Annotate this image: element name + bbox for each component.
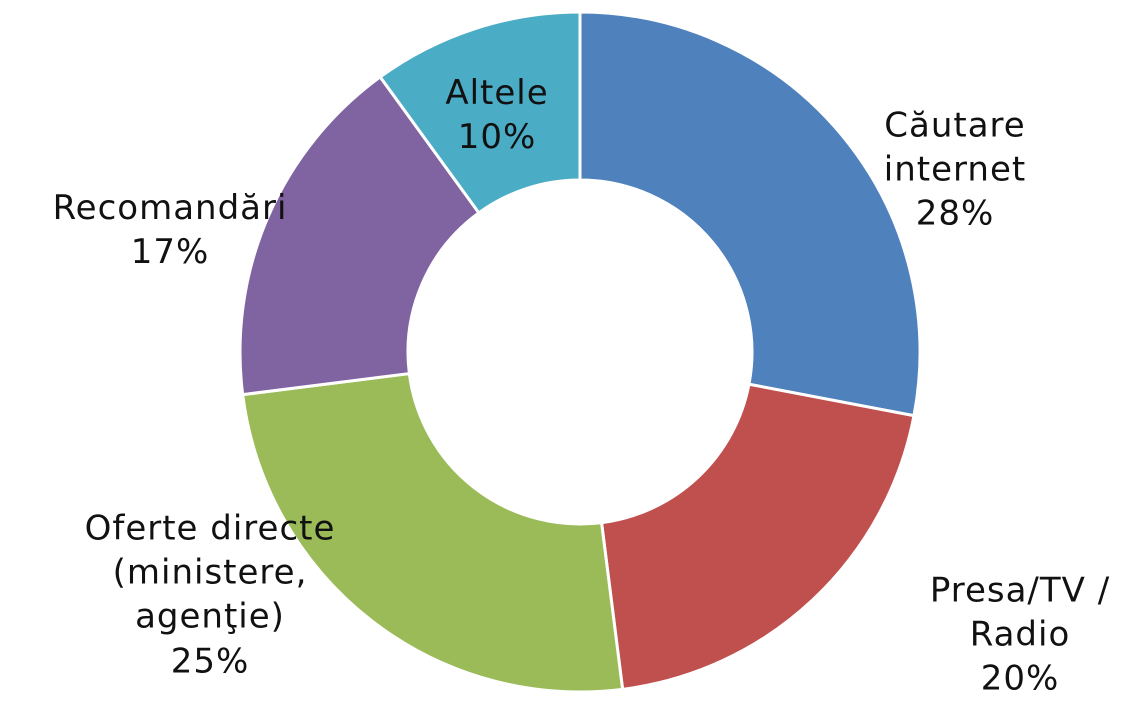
- category-name: Căutare internet: [883, 105, 1027, 190]
- value-label: 28%: [915, 194, 995, 235]
- category-name: Recomandări: [52, 187, 288, 228]
- value-label: 20%: [980, 659, 1060, 700]
- donut-slice: [241, 371, 625, 694]
- donut-slice: [578, 10, 922, 418]
- slice-label: Oferte directe (ministere, agenţie) 25%: [65, 507, 355, 684]
- value-label: 17%: [130, 232, 210, 272]
- donut-slice: [599, 382, 916, 691]
- slice-label: Recomandări 17%: [0, 186, 340, 274]
- donut-slice: [238, 74, 481, 397]
- slice-label: Presa/TV / Radio 20%: [920, 569, 1120, 702]
- category-name: Altele: [445, 72, 549, 113]
- value-label: 25%: [170, 641, 250, 682]
- category-name: Oferte directe (ministere, agenţie): [84, 508, 336, 637]
- value-label: 10%: [457, 117, 537, 157]
- donut-slice: [378, 10, 582, 215]
- category-name: Presa/TV / Radio: [929, 570, 1111, 655]
- slice-label: Altele 10%: [397, 71, 597, 159]
- slice-label: Căutare internet 28%: [840, 104, 1070, 237]
